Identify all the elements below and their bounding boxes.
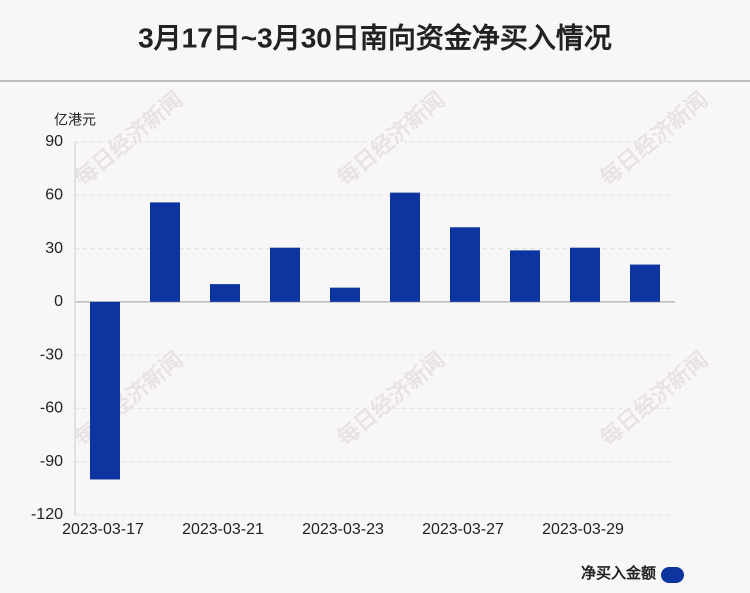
x-tick-label: 2023-03-17 [62,521,144,538]
y-tick-label: -60 [40,400,63,417]
bar [450,227,480,302]
x-tick-label: 2023-03-23 [302,521,384,538]
y-tick-label: 0 [54,293,63,310]
y-tick-label: -90 [40,453,63,470]
chart-title: 3月17日~3月30日南向资金净买入情况 [138,21,612,53]
legend-label: 净买入金额 [581,564,656,582]
bar [330,287,360,302]
bar [210,284,240,302]
y-tick-label: 90 [45,133,63,150]
bar [90,301,120,480]
legend-swatch [661,567,684,583]
bar [510,250,540,302]
x-tick-label: 2023-03-29 [542,521,624,538]
bar [630,264,660,302]
y-tick-label: 60 [45,187,63,204]
y-tick-label: 30 [45,240,63,257]
x-tick-label: 2023-03-21 [182,521,264,538]
bar [570,247,600,302]
bar [390,192,420,302]
bar [150,202,180,302]
x-tick-label: 2023-03-27 [422,521,504,538]
y-tick-label: -120 [31,506,63,523]
bar [270,247,300,302]
y-axis-label: 亿港元 [54,112,96,128]
y-tick-label: -30 [40,346,63,363]
